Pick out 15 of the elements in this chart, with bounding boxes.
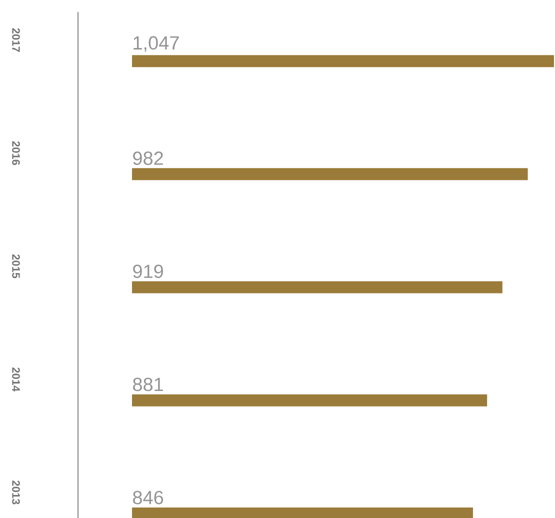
data-label: 919 [133,264,163,278]
bar [132,55,554,68]
data-label: 982 [133,152,163,165]
y-tick-label: 2013 [12,480,20,504]
y-tick-label: 2014 [12,368,20,392]
bar [132,281,502,294]
bar [132,394,488,406]
data-label: 1,047 [134,36,179,52]
y-tick-label: 2017 [12,28,20,52]
y-tick-label: 2015 [12,254,20,278]
y-tick-label: 2016 [12,141,20,166]
bar [132,507,473,518]
data-label: 881 [133,378,163,392]
bar [132,168,528,180]
data-label: 846 [133,490,164,504]
